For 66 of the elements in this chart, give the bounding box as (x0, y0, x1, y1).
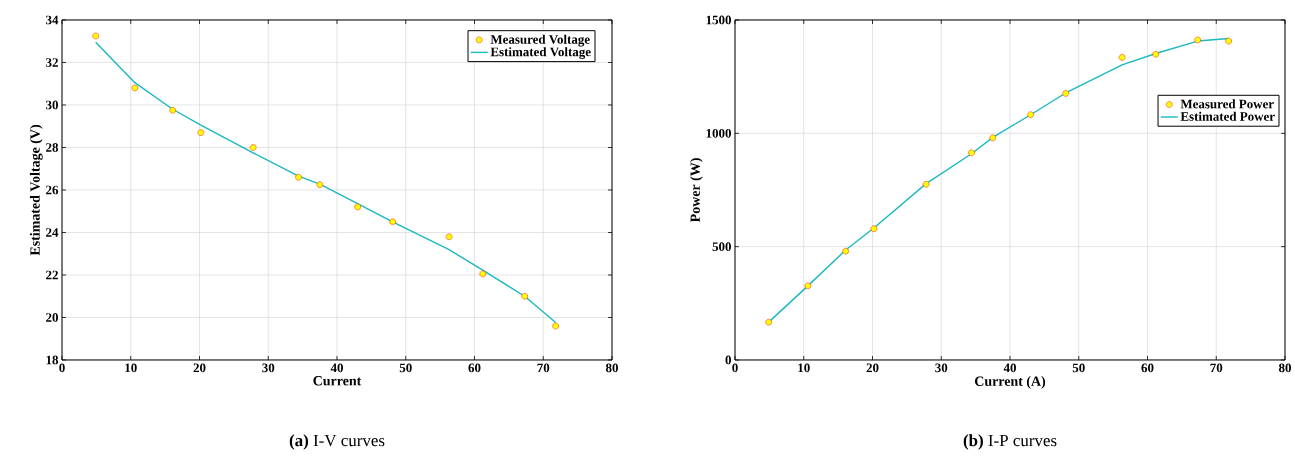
x-tick-label: 50 (1072, 363, 1085, 373)
x-tick-label: 10 (798, 363, 810, 373)
text: (a) I-V curves (289, 434, 385, 450)
point (389, 218, 396, 226)
legend-label: Measured Voltage (490, 34, 590, 47)
legend-label: Estimated Power (1180, 111, 1275, 121)
legend-label: Measured Power (1180, 99, 1274, 109)
x-axis-title: Current (313, 376, 362, 386)
point (521, 293, 528, 300)
point (1152, 50, 1159, 58)
point (989, 134, 997, 142)
x-tick-label: 30 (935, 363, 948, 373)
x-tick-label: 60 (1141, 363, 1154, 373)
y-tick-label: 0 (725, 355, 731, 365)
y-tick-label: 500 (712, 242, 731, 252)
text: (b) I-P curves (963, 434, 1057, 450)
x-tick-label: 60 (468, 363, 481, 373)
point (1225, 37, 1232, 45)
point (765, 318, 772, 326)
y-tick-label: 22 (46, 270, 58, 280)
point (197, 129, 205, 136)
y-tick-label: 18 (46, 355, 59, 365)
point (804, 282, 812, 290)
legend-label: Estimated Voltage (490, 47, 591, 59)
point (354, 203, 361, 211)
point (1194, 36, 1201, 44)
y-tick-label: 20 (46, 313, 58, 322)
x-tick-label: 70 (1210, 363, 1223, 373)
point (922, 181, 930, 188)
y-axis-title: Power (W) (690, 158, 703, 223)
y-tick-label: 28 (46, 143, 59, 152)
point (131, 84, 139, 92)
point (552, 322, 559, 330)
y-axis-title: Estimated Voltage (V) (29, 125, 43, 256)
point (842, 247, 849, 255)
x-tick-label: 50 (399, 363, 412, 373)
x-tick-label: 80 (1278, 363, 1291, 373)
y-tick-label: 1000 (706, 128, 731, 138)
x-axis-title: Current (A) (974, 376, 1046, 389)
y-tick-label: 1500 (706, 15, 731, 25)
point (1062, 90, 1069, 97)
point (295, 174, 302, 181)
point (445, 233, 453, 240)
x-tick-label: 70 (537, 363, 550, 373)
x-tick-label: 40 (1003, 363, 1016, 373)
point (1027, 111, 1034, 118)
x-tick-label: 10 (125, 363, 137, 373)
x-tick-label: 40 (330, 363, 343, 373)
point (968, 149, 975, 157)
point (316, 181, 324, 188)
x-tick-label: 80 (605, 363, 618, 373)
y-tick-label: 26 (46, 185, 59, 195)
x-tick-label: 20 (193, 363, 206, 373)
point (169, 107, 176, 114)
point (870, 225, 878, 232)
y-tick-label: 24 (46, 228, 59, 237)
point (479, 270, 486, 278)
y-tick-label: 30 (46, 100, 58, 110)
x-tick-label: 30 (262, 363, 275, 373)
point (249, 144, 257, 151)
point (92, 32, 99, 40)
point (1118, 54, 1126, 61)
y-tick-label: 32 (46, 58, 58, 67)
x-tick-label: 0 (732, 363, 738, 373)
y-tick-label: 34 (46, 15, 59, 25)
x-tick-label: 20 (866, 363, 879, 373)
